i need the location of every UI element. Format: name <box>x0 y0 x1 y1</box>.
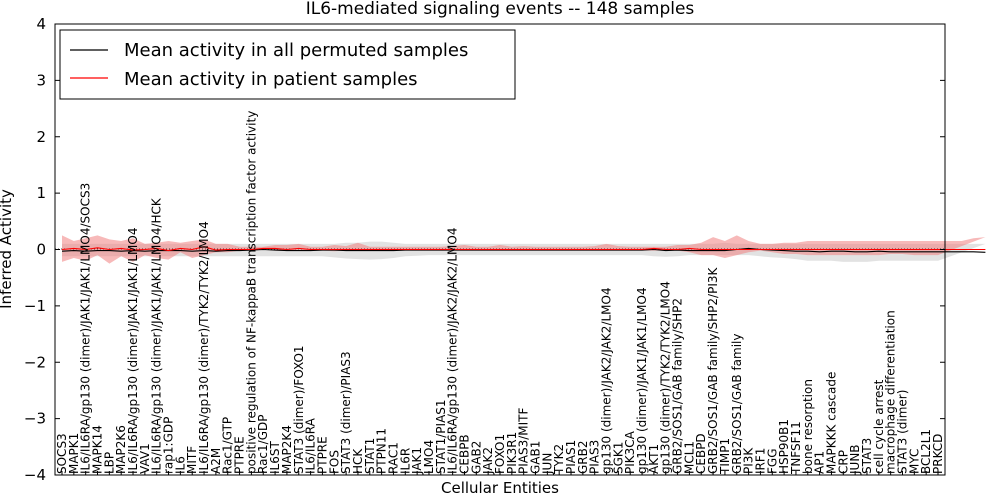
y-tick-label: −2 <box>24 353 46 371</box>
x-tick-label: BCL2L1 <box>919 429 933 474</box>
x-tick-label: JAK2 <box>481 447 495 475</box>
x-tick-label: STAT3 (dimer)/PIAS3 <box>339 351 353 474</box>
x-tick-label: TIMP1 <box>718 438 732 475</box>
x-tick-label: Rac1/GTP <box>221 417 235 474</box>
x-tick-label: positive regulation of NF-kappaB transcr… <box>244 111 258 474</box>
x-tick-label: MAPKKK cascade <box>825 372 839 474</box>
x-tick-label: IL6/IL6RA <box>304 417 318 474</box>
y-tick-label: 3 <box>36 71 46 89</box>
series-line-permuted <box>61 247 986 253</box>
x-tick-label: RAC1 <box>387 442 401 474</box>
x-tick-label: GRB2/SOS1/GAB family/SHP2/PI3K <box>706 266 720 474</box>
x-tick-label: IL6ST <box>268 441 282 474</box>
series-line-patient <box>61 246 986 252</box>
x-tick-label: AP1 <box>813 451 827 474</box>
x-tick-label: GAB2 <box>469 441 483 474</box>
x-tick-label: FOXO1 <box>493 434 507 474</box>
y-tick-label: −4 <box>24 466 46 484</box>
x-tick-label: HSP90B1 <box>777 419 791 474</box>
x-tick-label: GRB2 <box>576 440 590 474</box>
x-tick-label: STAT3 (dimer)/FOXO1 <box>292 345 306 474</box>
legend: Mean activity in all permuted samples Me… <box>59 29 516 100</box>
x-tick-label: FGG <box>765 449 779 475</box>
x-tick-label: VAV1 <box>138 443 152 474</box>
x-tick-label: PIAS1 <box>564 440 578 474</box>
x-tick-label: STAT1/PIAS1 <box>434 399 448 474</box>
x-tick-label: TYK2 <box>552 444 566 475</box>
x-tick-label: FOS <box>327 450 341 474</box>
chart-title: IL6-mediated signaling events -- 148 sam… <box>306 0 695 19</box>
x-tick-label: AKT1 <box>647 444 661 474</box>
x-tick-label: MAPK1 <box>67 433 81 474</box>
x-tick-label: SGK1 <box>611 442 625 474</box>
x-tick-label: PTPRE <box>233 436 247 474</box>
x-tick-label: JUNB <box>848 444 862 475</box>
x-tick-label: gp130 (dimer)/TYK2/TYK2/LMO4 <box>659 281 673 474</box>
x-tick-label: PIAS3 <box>588 440 602 474</box>
x-tick-label: GRB2/SOS1/GAB family <box>730 334 744 475</box>
y-tick-label: −1 <box>24 297 46 315</box>
x-tick-label: STAT1 <box>363 438 377 474</box>
x-tick-label: JUN <box>540 453 554 475</box>
x-tick-label: PRKCD <box>931 434 945 474</box>
x-tick-label: macrophage differentiation <box>884 310 898 474</box>
x-tick-label: STAT3 (dimer) <box>896 390 910 474</box>
x-tick-label: JAK1 <box>410 447 424 475</box>
x-tick-label: CEBPD <box>694 433 708 474</box>
x-tick-label: IL6/IL6RA/gp130 (dimer)/TYK2/TYK2/LMO4 <box>197 221 211 474</box>
x-tick-label: PI3K <box>742 447 756 474</box>
y-axis-label: Inferred Activity <box>0 189 15 309</box>
x-tick-label: IL6R <box>398 448 412 474</box>
x-tick-label: bone resorption <box>801 379 815 474</box>
x-tick-label: IRF1 <box>753 448 767 474</box>
x-tick-label: PTPRE <box>315 436 329 474</box>
x-axis-label: Cellular Entities <box>441 479 559 497</box>
x-tick-label: IL6/IL6RA/gp130 (dimer)/JAK1/JAK1/LMO4 <box>126 228 140 474</box>
x-tick-label: HCK <box>351 448 365 474</box>
x-tick-label: MCL1 <box>682 441 696 474</box>
x-tick-label: TNFSF11 <box>789 421 803 475</box>
x-tick-label: PIAS3/MITF <box>517 407 531 474</box>
y-tick-label: 2 <box>36 128 46 146</box>
x-tick-label: IL6/IL6RA/gp130 (dimer)/JAK2/JAK2/LMO4 <box>446 228 460 474</box>
x-tick-label: CRP <box>836 450 850 474</box>
x-tick-label: MAP2K6 <box>114 425 128 474</box>
x-tick-label: GRB2/SOS1/GAB family/SHP2 <box>671 298 685 474</box>
x-tick-label: rap1:GDP <box>162 417 176 474</box>
x-tick-label: LMO4 <box>422 440 436 474</box>
y-tick-label: −3 <box>24 410 46 428</box>
x-tick-label: IL6 <box>173 456 187 474</box>
y-tick-label: 1 <box>36 184 46 202</box>
x-tick-label: CEBPB <box>458 434 472 474</box>
x-tick-label: GAB1 <box>529 441 543 474</box>
x-tick-label: cell cycle arrest <box>872 379 886 474</box>
x-tick-label: Rac1/GDP <box>256 415 270 474</box>
y-tick-label: 0 <box>36 241 46 259</box>
legend-label-permuted: Mean activity in all permuted samples <box>124 40 468 61</box>
x-tick-label: IL6/IL6RA/gp130 (dimer)/JAK1/JAK1/LMO4/H… <box>150 197 164 474</box>
x-tick-label: LBP <box>102 452 116 474</box>
x-tick-label: MAP2K4 <box>280 425 294 474</box>
y-tick-label: 4 <box>36 15 46 33</box>
x-tick-label: MITF <box>185 446 199 474</box>
x-tick-label: MAPK14 <box>91 425 105 474</box>
x-tick-label: SOCS3 <box>55 433 69 474</box>
x-tick-label: PIK3R1 <box>505 432 519 474</box>
x-tick-label: STAT3 <box>860 438 874 474</box>
x-tick-label: A2M <box>209 448 223 474</box>
legend-box <box>59 29 516 100</box>
x-tick-label: PTPN11 <box>375 428 389 474</box>
x-tick-label: PIK3CA <box>623 430 637 474</box>
x-tick-label: IL6/IL6RA/gp130 (dimer)/JAK1/JAK1/LMO4/S… <box>79 183 93 474</box>
x-tick-label: gp130 (dimer)/JAK2/JAK2/LMO4 <box>600 287 614 474</box>
plot-frame <box>54 23 946 476</box>
x-tick-label: MYC <box>907 449 921 474</box>
x-tick-label: gp130 (dimer)/JAK1/JAK1/LMO4 <box>635 287 649 474</box>
legend-label-patient: Mean activity in patient samples <box>124 69 418 90</box>
